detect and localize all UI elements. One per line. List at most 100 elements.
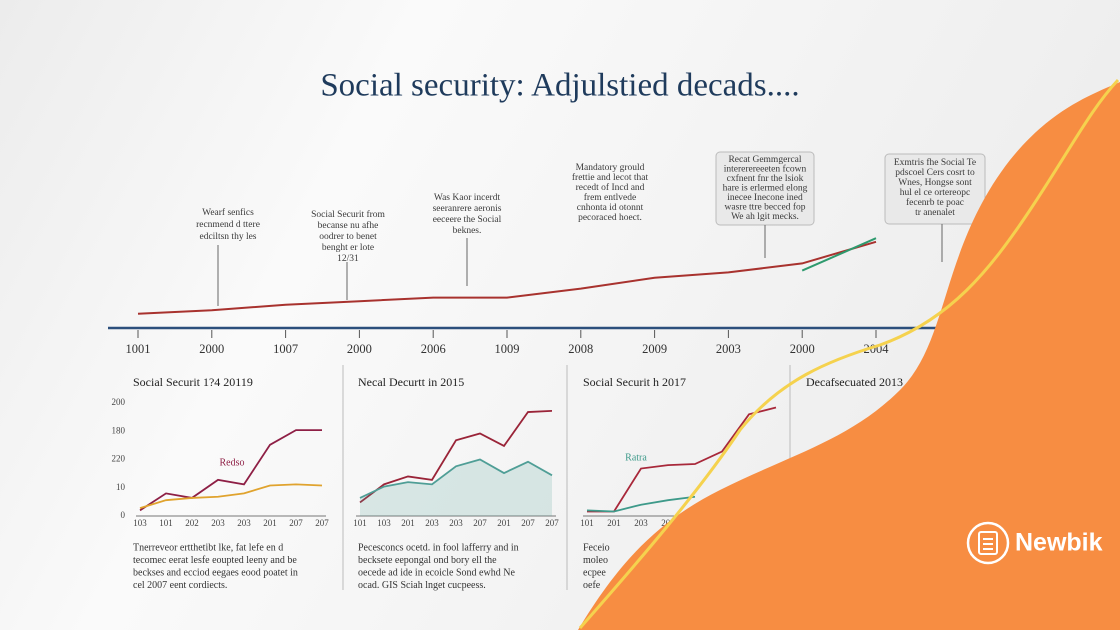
annotation: hare is erlermed elong bbox=[723, 184, 808, 194]
x-tick-label: 2000 bbox=[199, 342, 224, 356]
x-tick-label: 101 bbox=[580, 518, 594, 528]
x-tick-label: 203 bbox=[425, 518, 439, 528]
x-tick-label: 103 bbox=[133, 518, 147, 528]
x-tick-label: 2006 bbox=[421, 342, 446, 356]
y-tick-label: 200 bbox=[112, 397, 126, 407]
y-tick-label: 10 bbox=[116, 482, 126, 492]
panel-title: Social Securit 1?4 20119 bbox=[133, 375, 253, 389]
callout-box bbox=[884, 153, 986, 225]
logo: Newbik bbox=[966, 521, 1103, 565]
annotation: Recat Gemmgercal bbox=[728, 155, 801, 165]
x-tick-label: 201 bbox=[497, 518, 511, 528]
annotation: seeranrere aeronis bbox=[433, 204, 502, 214]
x-tick-label: 203 bbox=[237, 518, 251, 528]
annotation: edciltsn thy les bbox=[200, 232, 257, 242]
x-tick-label: 2000 bbox=[790, 342, 815, 356]
annotation: fecenrb te poac bbox=[906, 197, 964, 208]
caption: tecomec eerat lesfe eoupted leeny and be bbox=[133, 555, 297, 566]
caption: Tnerreveor ertthetibt lke, fat lefe en d bbox=[133, 542, 283, 553]
annotation: cxfnent fnr the lsiok bbox=[727, 173, 804, 184]
x-tick-label: 2009 bbox=[642, 342, 667, 356]
annotation: cnhonta id otonnt bbox=[577, 203, 644, 213]
chart-title: Social security: Adjulstied decads.... bbox=[320, 68, 799, 104]
caption: cel 2007 eent cordiects. bbox=[133, 580, 227, 591]
annotation: eeceere the Social bbox=[433, 215, 502, 225]
x-tick-label: 201 bbox=[401, 518, 415, 528]
annotation: Mandatory grould bbox=[576, 163, 645, 173]
x-tick-label: 101 bbox=[159, 518, 173, 528]
x-tick-label: 207 bbox=[545, 518, 559, 528]
annotation: tr anenalet bbox=[915, 208, 955, 218]
y-tick-label: 180 bbox=[112, 425, 126, 435]
x-tick-label: 2000 bbox=[347, 342, 372, 356]
series-label: Ratra bbox=[625, 452, 647, 463]
line bbox=[586, 495, 696, 513]
panel-title: Decafsecuated 2013 bbox=[806, 375, 903, 389]
y-tick-label: 0 bbox=[121, 510, 126, 520]
x-tick-label: 207 bbox=[315, 518, 329, 528]
line bbox=[137, 240, 877, 315]
caption: ecpee bbox=[583, 567, 606, 578]
annotation: benght er lote bbox=[322, 243, 374, 253]
line bbox=[139, 483, 323, 509]
annotation: inecee Inecone ined bbox=[727, 193, 803, 203]
panel-title: Necal Decurtt in 2015 bbox=[358, 375, 464, 389]
annotation: Wnes, Hongse sont bbox=[898, 178, 972, 188]
x-tick-label: 1009 bbox=[495, 342, 520, 356]
x-tick-label: 1001 bbox=[126, 342, 151, 356]
caption: beckses and ecciod eegaes eood poatet in bbox=[133, 567, 298, 578]
caption: moleo bbox=[583, 555, 608, 566]
annotation: recedt of Incd and bbox=[576, 182, 645, 193]
x-tick-label: 203 bbox=[211, 518, 225, 528]
brand-shape bbox=[578, 82, 1120, 630]
x-tick-label: 2008 bbox=[568, 342, 593, 356]
annotation: 12/31 bbox=[337, 254, 359, 264]
line bbox=[139, 429, 322, 512]
x-tick-label: 101 bbox=[353, 518, 367, 528]
x-tick-label: 207 bbox=[473, 518, 487, 528]
annotation: frem entlvede bbox=[584, 192, 637, 203]
caption: ocad. GIS Sciah lnget cucpeess. bbox=[358, 580, 486, 591]
x-tick-label: 1007 bbox=[273, 342, 298, 356]
annotation: Social Securit from bbox=[311, 209, 385, 220]
brand-name: Newbik bbox=[1015, 529, 1103, 557]
annotation: pecoraced hoect. bbox=[578, 213, 642, 223]
line bbox=[587, 406, 777, 513]
caption: Feceio bbox=[583, 542, 610, 553]
caption: Pecesconcs ocetd. in fool lafferry and i… bbox=[358, 542, 519, 553]
annotation: pdscoel Cers cosrt to bbox=[895, 168, 975, 178]
annotation: Wearf senfics bbox=[202, 207, 254, 218]
annotation: We ah lgit mecks. bbox=[731, 212, 799, 222]
annotation: Was Kaor incerdt bbox=[434, 193, 501, 203]
x-tick-label: 203 bbox=[634, 518, 648, 528]
line bbox=[359, 458, 553, 499]
x-tick-label: 203 bbox=[449, 518, 463, 528]
x-tick-label: 207 bbox=[521, 518, 535, 528]
panel-title: Social Securit h 2017 bbox=[583, 375, 686, 389]
line bbox=[359, 410, 553, 504]
caption: becksete eepongal ond bory ell the bbox=[358, 555, 497, 566]
annotation: oodrer to benet bbox=[319, 232, 377, 242]
caption: oefe bbox=[583, 580, 601, 591]
annotation: intererereeeten fcown bbox=[724, 164, 807, 175]
annotation: becanse nu afhe bbox=[318, 220, 379, 231]
y-tick-label: 220 bbox=[112, 454, 126, 464]
logo-icon bbox=[978, 531, 998, 555]
series-label: Redso bbox=[220, 457, 245, 468]
x-tick-label: 103 bbox=[377, 518, 391, 528]
x-tick-label: 201 bbox=[263, 518, 277, 528]
annotation: wasre ttre becced fop bbox=[725, 202, 806, 213]
annotation: frettie and lecot that bbox=[572, 172, 649, 183]
line bbox=[801, 237, 877, 272]
x-tick-label: 207 bbox=[289, 518, 303, 528]
caption: oecede ad ide in ecoicle Sond ewhd Ne bbox=[358, 567, 515, 578]
annotation: recnmend d ttere bbox=[196, 220, 260, 230]
logo-icon bbox=[966, 521, 1010, 565]
x-tick-label: 2003 bbox=[716, 342, 741, 356]
annotation: beknes. bbox=[453, 226, 482, 236]
x-tick-label: 202 bbox=[185, 518, 199, 528]
brand-curve bbox=[578, 78, 1120, 629]
annotation: Exmtris fhe Social Te bbox=[894, 157, 976, 168]
x-tick-label: 201 bbox=[607, 518, 621, 528]
